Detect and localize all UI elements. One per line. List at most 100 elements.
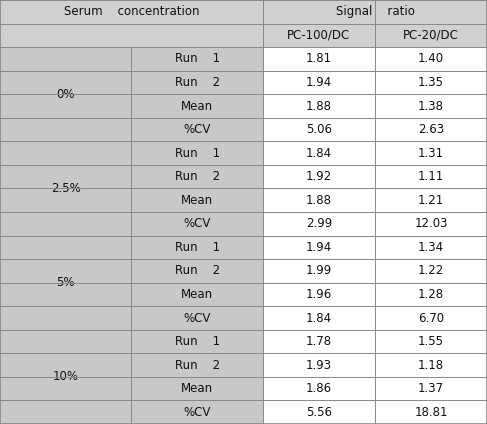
Bar	[0, 330, 131, 424]
Text: 1.18: 1.18	[418, 359, 444, 371]
Bar	[131, 141, 263, 165]
Text: 5.06: 5.06	[306, 123, 332, 136]
Bar	[263, 259, 375, 283]
Text: Mean: Mean	[181, 194, 213, 207]
Text: 1.21: 1.21	[418, 194, 444, 207]
Bar	[263, 400, 375, 424]
Bar	[263, 141, 375, 165]
Bar	[375, 24, 487, 47]
Text: 10%: 10%	[53, 371, 79, 383]
Text: Run    1: Run 1	[175, 241, 220, 254]
Bar	[131, 330, 263, 353]
Bar	[375, 377, 487, 400]
Bar	[375, 400, 487, 424]
Text: 1.40: 1.40	[418, 53, 444, 65]
Bar	[131, 212, 263, 236]
Text: %CV: %CV	[184, 312, 211, 324]
Text: 1.37: 1.37	[418, 382, 444, 395]
Bar	[0, 0, 263, 24]
Text: 1.84: 1.84	[306, 147, 332, 159]
Text: 1.93: 1.93	[306, 359, 332, 371]
Text: Mean: Mean	[181, 288, 213, 301]
Text: 1.81: 1.81	[306, 53, 332, 65]
Bar	[263, 188, 375, 212]
Bar	[131, 283, 263, 306]
Bar	[131, 165, 263, 188]
Bar	[263, 94, 375, 118]
Text: Signal    ratio: Signal ratio	[336, 5, 414, 18]
Text: 1.88: 1.88	[306, 100, 332, 112]
Text: 1.92: 1.92	[306, 170, 332, 183]
Bar	[263, 47, 375, 71]
Bar	[375, 71, 487, 94]
Text: Run    1: Run 1	[175, 53, 220, 65]
Bar	[131, 400, 263, 424]
Text: 1.96: 1.96	[306, 288, 332, 301]
Bar	[131, 118, 263, 141]
Bar	[375, 141, 487, 165]
Bar	[0, 24, 263, 47]
Text: Mean: Mean	[181, 100, 213, 112]
Bar	[375, 118, 487, 141]
Text: 5%: 5%	[56, 276, 75, 289]
Text: 2.5%: 2.5%	[51, 182, 81, 195]
Text: 1.99: 1.99	[306, 265, 332, 277]
Text: 1.78: 1.78	[306, 335, 332, 348]
Text: %CV: %CV	[184, 123, 211, 136]
Bar	[131, 377, 263, 400]
Text: 1.86: 1.86	[306, 382, 332, 395]
Bar	[375, 236, 487, 259]
Text: 18.81: 18.81	[414, 406, 448, 419]
Bar	[131, 259, 263, 283]
Bar	[375, 47, 487, 71]
Bar	[263, 353, 375, 377]
Bar	[375, 283, 487, 306]
Bar	[263, 118, 375, 141]
Text: PC-100/DC: PC-100/DC	[287, 29, 351, 42]
Bar	[0, 236, 131, 330]
Bar	[131, 236, 263, 259]
Bar	[263, 377, 375, 400]
Bar	[131, 188, 263, 212]
Bar	[263, 24, 375, 47]
Text: Run    2: Run 2	[175, 76, 220, 89]
Text: 1.94: 1.94	[306, 241, 332, 254]
Bar	[375, 212, 487, 236]
Text: 1.11: 1.11	[418, 170, 444, 183]
Bar	[131, 306, 263, 330]
Text: 6.70: 6.70	[418, 312, 444, 324]
Bar	[375, 259, 487, 283]
Text: 1.35: 1.35	[418, 76, 444, 89]
Bar	[263, 236, 375, 259]
Bar	[375, 188, 487, 212]
Bar	[131, 47, 263, 71]
Text: 1.31: 1.31	[418, 147, 444, 159]
Bar	[0, 141, 131, 236]
Text: 2.63: 2.63	[418, 123, 444, 136]
Text: 0%: 0%	[56, 88, 75, 101]
Text: %CV: %CV	[184, 406, 211, 419]
Bar	[131, 94, 263, 118]
Text: 12.03: 12.03	[414, 217, 448, 230]
Bar	[375, 306, 487, 330]
Text: 2.99: 2.99	[306, 217, 332, 230]
Bar	[263, 306, 375, 330]
Text: 1.22: 1.22	[418, 265, 444, 277]
Bar	[263, 330, 375, 353]
Bar	[263, 0, 487, 24]
Text: 1.55: 1.55	[418, 335, 444, 348]
Text: Run    1: Run 1	[175, 147, 220, 159]
Bar	[263, 165, 375, 188]
Bar	[263, 283, 375, 306]
Bar	[263, 212, 375, 236]
Text: 5.56: 5.56	[306, 406, 332, 419]
Bar	[375, 165, 487, 188]
Text: 1.34: 1.34	[418, 241, 444, 254]
Text: Serum    concentration: Serum concentration	[64, 5, 199, 18]
Text: 1.94: 1.94	[306, 76, 332, 89]
Bar	[0, 47, 131, 141]
Text: 1.84: 1.84	[306, 312, 332, 324]
Bar	[375, 94, 487, 118]
Bar	[375, 330, 487, 353]
Bar	[131, 71, 263, 94]
